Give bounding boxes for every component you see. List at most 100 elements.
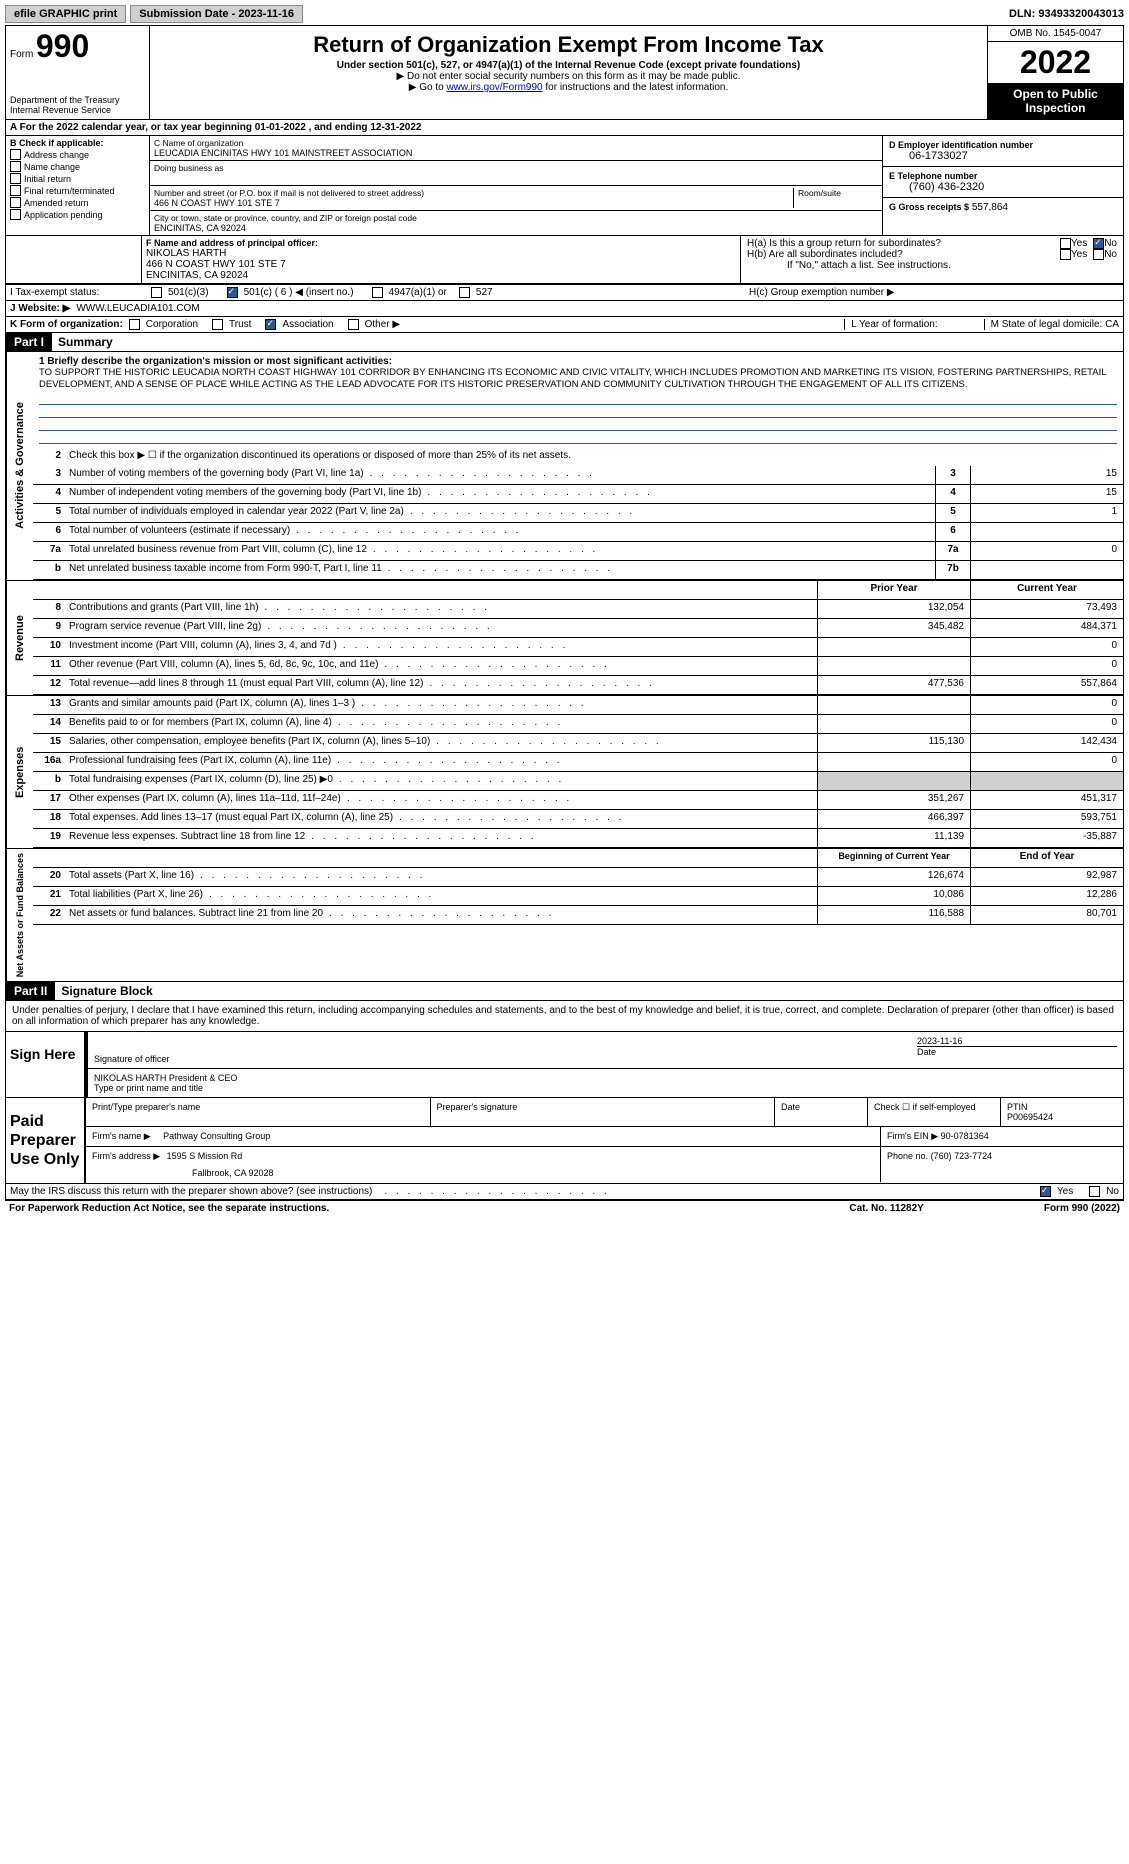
- hb-no[interactable]: [1093, 249, 1104, 260]
- discuss-no-label: No: [1106, 1186, 1119, 1197]
- sig-name: NIKOLAS HARTH President & CEO: [94, 1073, 1117, 1083]
- data-row: bNet unrelated business taxable income f…: [33, 561, 1123, 580]
- efile-button[interactable]: efile GRAPHIC print: [5, 5, 126, 23]
- section-f: F Name and address of principal officer:…: [142, 236, 741, 283]
- data-row: 13Grants and similar amounts paid (Part …: [33, 696, 1123, 715]
- cb-name-change[interactable]: [10, 161, 21, 172]
- i-label: I Tax-exempt status:: [10, 287, 145, 298]
- i-opt-0: 501(c)(3): [168, 287, 209, 298]
- cb-final-return[interactable]: [10, 185, 21, 196]
- gross-receipts: 557,864: [972, 202, 1008, 213]
- part1-title: Summary: [52, 335, 113, 349]
- revenue-section: Revenue Prior Year Current Year 8Contrib…: [6, 581, 1123, 696]
- data-row: 7aTotal unrelated business revenue from …: [33, 542, 1123, 561]
- data-row: 11Other revenue (Part VIII, column (A), …: [33, 657, 1123, 676]
- firm-ein-label: Firm's EIN ▶: [887, 1131, 938, 1141]
- k-label: K Form of organization:: [10, 319, 123, 330]
- prior-year-header: Prior Year: [817, 581, 970, 599]
- website-value: WWW.LEUCADIA101.COM: [76, 303, 199, 314]
- part1-header-row: Part I Summary: [6, 332, 1123, 352]
- data-row: 21Total liabilities (Part X, line 26)10,…: [33, 887, 1123, 906]
- j-label: J Website: ▶: [10, 303, 70, 314]
- sign-here-block: Sign Here Signature of officer 2023-11-1…: [6, 1031, 1123, 1097]
- current-year-header: Current Year: [970, 581, 1123, 599]
- b-opt-1: Name change: [24, 162, 80, 172]
- part2-badge: Part II: [6, 982, 55, 1000]
- street-label: Number and street (or P.O. box if mail i…: [154, 188, 793, 198]
- page-container: efile GRAPHIC print Submission Date - 20…: [0, 0, 1129, 1221]
- hb-note: If "No," attach a list. See instructions…: [747, 260, 1117, 271]
- section-b-to-g: B Check if applicable: Address change Na…: [6, 136, 1123, 236]
- tax-year: 2022: [988, 42, 1123, 83]
- footer: For Paperwork Reduction Act Notice, see …: [5, 1200, 1124, 1216]
- note2-pre: ▶ Go to: [409, 82, 447, 93]
- submission-button[interactable]: Submission Date - 2023-11-16: [130, 5, 303, 23]
- note2-post: for instructions and the latest informat…: [543, 82, 729, 93]
- street-address: 466 N COAST HWY 101 STE 7: [154, 198, 793, 208]
- preparer-label: Paid Preparer Use Only: [6, 1098, 84, 1184]
- header-center: Return of Organization Exempt From Incom…: [150, 26, 987, 119]
- c-name-label: C Name of organization: [154, 138, 878, 148]
- i-501c[interactable]: [227, 287, 238, 298]
- firm-phone: (760) 723-7724: [931, 1151, 993, 1161]
- row-a-period: A For the 2022 calendar year, or tax yea…: [6, 120, 1123, 136]
- data-row: 10Investment income (Part VIII, column (…: [33, 638, 1123, 657]
- sig-officer-label: Signature of officer: [94, 1054, 905, 1064]
- form-note2: ▶ Go to www.irs.gov/Form990 for instruct…: [154, 82, 983, 93]
- prep-sig-label: Preparer's signature: [430, 1098, 775, 1126]
- i-527[interactable]: [459, 287, 470, 298]
- preparer-block: Paid Preparer Use Only Print/Type prepar…: [6, 1097, 1123, 1184]
- hb-no-label: No: [1104, 249, 1117, 260]
- data-row: 6Total number of volunteers (estimate if…: [33, 523, 1123, 542]
- discuss-yes[interactable]: [1040, 1186, 1051, 1197]
- i-501c3[interactable]: [151, 287, 162, 298]
- ha-no[interactable]: [1093, 238, 1104, 249]
- data-row: 17Other expenses (Part IX, column (A), l…: [33, 791, 1123, 810]
- cb-address-change[interactable]: [10, 149, 21, 160]
- data-row: 22Net assets or fund balances. Subtract …: [33, 906, 1123, 925]
- firm-addr2: Fallbrook, CA 92028: [92, 1162, 874, 1178]
- dept-irs: Internal Revenue Service: [10, 105, 145, 115]
- discuss-no[interactable]: [1089, 1186, 1100, 1197]
- row-i: I Tax-exempt status: 501(c)(3) 501(c) ( …: [6, 284, 1123, 301]
- cb-amended[interactable]: [10, 197, 21, 208]
- b-opt-5: Application pending: [24, 210, 103, 220]
- cb-pending[interactable]: [10, 209, 21, 220]
- prep-check-label: Check ☐ if self-employed: [867, 1098, 1000, 1126]
- firm-label: Firm's name ▶: [92, 1131, 151, 1141]
- k-other[interactable]: [348, 319, 359, 330]
- prep-name-label: Print/Type preparer's name: [86, 1098, 430, 1126]
- inspection-badge: Open to Public Inspection: [988, 83, 1123, 119]
- b-opt-3: Final return/terminated: [24, 186, 115, 196]
- part1-badge: Part I: [6, 333, 52, 351]
- data-row: 2Check this box ▶ ☐ if the organization …: [33, 448, 1123, 466]
- firm-phone-label: Phone no.: [887, 1151, 928, 1161]
- data-row: 4Number of independent voting members of…: [33, 485, 1123, 504]
- prep-date-label: Date: [774, 1098, 867, 1126]
- netassets-label: Net Assets or Fund Balances: [6, 849, 33, 981]
- mission-text: TO SUPPORT THE HISTORIC LEUCADIA NORTH C…: [39, 367, 1117, 392]
- form-subtitle: Under section 501(c), 527, or 4947(a)(1)…: [154, 60, 983, 71]
- cb-initial-return[interactable]: [10, 173, 21, 184]
- sig-date: 2023-11-16: [917, 1036, 1117, 1046]
- data-row: 18Total expenses. Add lines 13–17 (must …: [33, 810, 1123, 829]
- form-title: Return of Organization Exempt From Incom…: [154, 32, 983, 58]
- ptin-label: PTIN: [1007, 1102, 1117, 1112]
- irs-link[interactable]: www.irs.gov/Form990: [446, 82, 542, 93]
- i-opt-3: 527: [476, 287, 493, 298]
- expenses-label: Expenses: [6, 696, 33, 848]
- revenue-header: Prior Year Current Year: [33, 581, 1123, 600]
- city-label: City or town, state or province, country…: [154, 213, 878, 223]
- form-note1: ▶ Do not enter social security numbers o…: [154, 71, 983, 82]
- ha-yes[interactable]: [1060, 238, 1071, 249]
- k-assoc[interactable]: [265, 319, 276, 330]
- sig-name-label: Type or print name and title: [94, 1083, 1117, 1093]
- officer-name: NIKOLAS HARTH: [146, 248, 736, 259]
- i-opt-1: 501(c) ( 6 ) ◀ (insert no.): [244, 287, 354, 298]
- i-4947[interactable]: [372, 287, 383, 298]
- hb-yes[interactable]: [1060, 249, 1071, 260]
- k-trust[interactable]: [212, 319, 223, 330]
- row-j: J Website: ▶ WWW.LEUCADIA101.COM: [6, 301, 1123, 317]
- officer-street: 466 N COAST HWY 101 STE 7: [146, 259, 736, 270]
- k-corp[interactable]: [129, 319, 140, 330]
